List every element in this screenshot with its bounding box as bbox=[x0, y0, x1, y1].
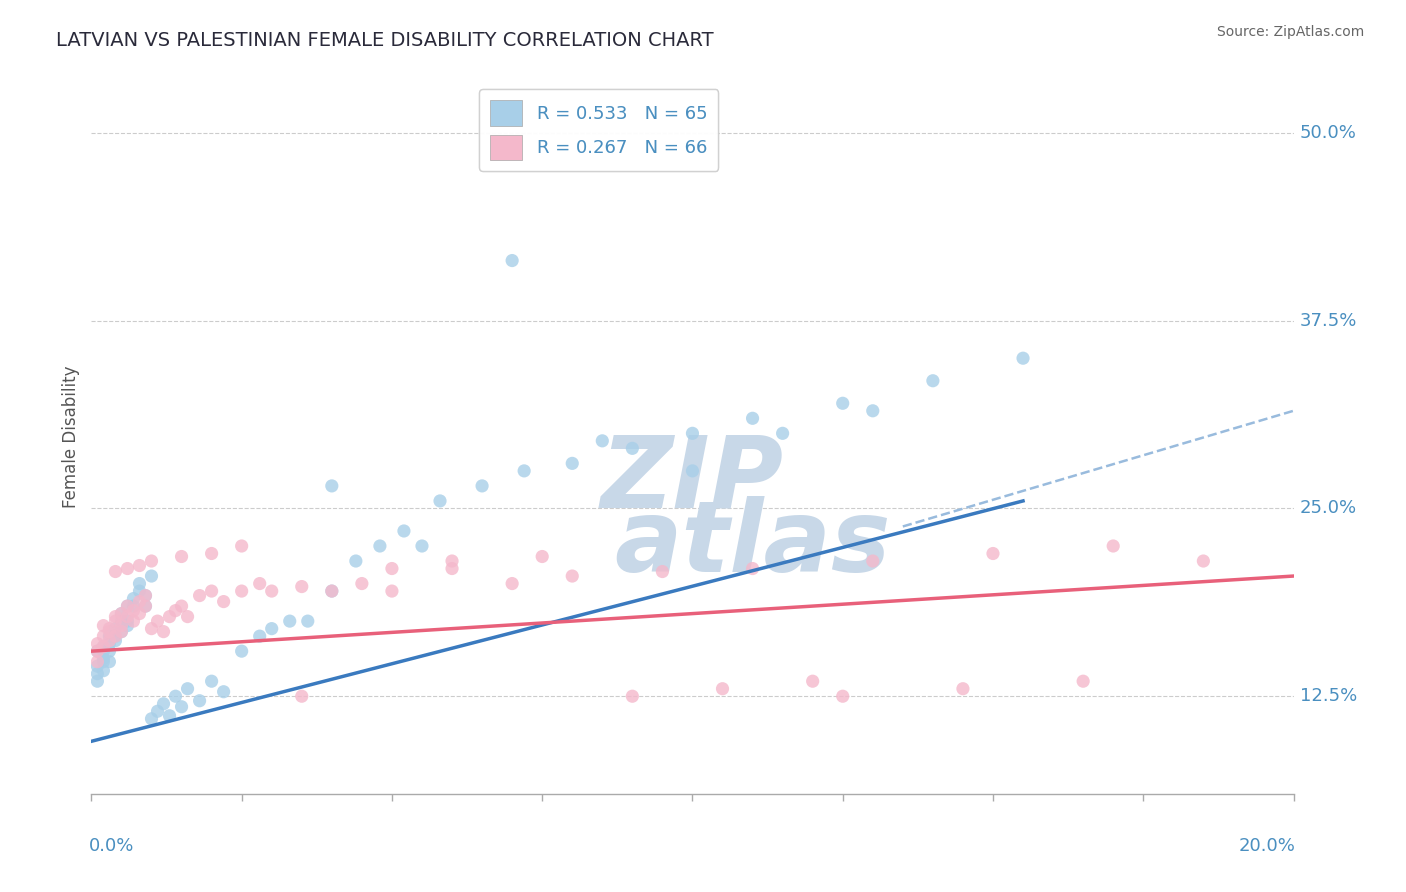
Point bbox=[350, 576, 373, 591]
Text: 0.0%: 0.0% bbox=[89, 837, 135, 855]
Point bbox=[862, 554, 884, 568]
Point bbox=[952, 681, 974, 696]
Point bbox=[249, 629, 271, 643]
Point bbox=[392, 524, 415, 538]
Point bbox=[117, 599, 139, 613]
Text: 12.5%: 12.5% bbox=[1299, 687, 1357, 706]
Point bbox=[411, 539, 433, 553]
Point bbox=[231, 539, 253, 553]
Point bbox=[98, 622, 121, 636]
Point bbox=[297, 614, 319, 628]
Text: LATVIAN VS PALESTINIAN FEMALE DISABILITY CORRELATION CHART: LATVIAN VS PALESTINIAN FEMALE DISABILITY… bbox=[56, 31, 714, 50]
Point bbox=[440, 554, 463, 568]
Point bbox=[321, 584, 343, 599]
Point bbox=[86, 659, 108, 673]
Point bbox=[141, 712, 163, 726]
Point bbox=[201, 584, 224, 599]
Point bbox=[146, 704, 169, 718]
Point bbox=[117, 561, 139, 575]
Point bbox=[176, 609, 198, 624]
Point bbox=[212, 594, 235, 608]
Point bbox=[110, 624, 132, 639]
Point bbox=[104, 622, 127, 636]
Point bbox=[86, 655, 108, 669]
Point bbox=[344, 554, 367, 568]
Point bbox=[561, 569, 583, 583]
Point bbox=[128, 607, 150, 621]
Point bbox=[98, 637, 121, 651]
Point bbox=[122, 591, 145, 606]
Point bbox=[201, 674, 224, 689]
Point bbox=[165, 690, 187, 704]
Point bbox=[862, 404, 884, 418]
Point bbox=[170, 699, 193, 714]
Point bbox=[741, 411, 763, 425]
Point bbox=[117, 609, 139, 624]
Point bbox=[104, 629, 127, 643]
Point bbox=[104, 633, 127, 648]
Point bbox=[681, 426, 703, 441]
Point bbox=[170, 549, 193, 564]
Point bbox=[104, 565, 127, 579]
Point bbox=[134, 589, 156, 603]
Point bbox=[152, 697, 174, 711]
Point bbox=[201, 547, 224, 561]
Point bbox=[93, 651, 115, 665]
Point bbox=[86, 637, 108, 651]
Point bbox=[531, 549, 554, 564]
Point bbox=[141, 569, 163, 583]
Point bbox=[831, 690, 853, 704]
Point bbox=[128, 594, 150, 608]
Point bbox=[122, 599, 145, 613]
Point bbox=[381, 584, 404, 599]
Point bbox=[561, 456, 583, 470]
Point bbox=[681, 464, 703, 478]
Point bbox=[321, 479, 343, 493]
Point bbox=[621, 442, 644, 456]
Point bbox=[104, 614, 127, 628]
Text: atlas: atlas bbox=[614, 496, 891, 592]
Point bbox=[110, 607, 132, 621]
Point bbox=[110, 614, 132, 628]
Point bbox=[1012, 351, 1035, 366]
Point bbox=[98, 624, 121, 639]
Point bbox=[188, 694, 211, 708]
Point bbox=[98, 644, 121, 658]
Point bbox=[122, 604, 145, 618]
Point bbox=[146, 614, 169, 628]
Point bbox=[291, 580, 314, 594]
Point bbox=[141, 622, 163, 636]
Point bbox=[801, 674, 824, 689]
Point bbox=[212, 684, 235, 698]
Point bbox=[429, 494, 451, 508]
Point bbox=[231, 644, 253, 658]
Point bbox=[176, 681, 198, 696]
Point bbox=[86, 644, 108, 658]
Point bbox=[110, 607, 132, 621]
Point bbox=[501, 576, 523, 591]
Point bbox=[93, 640, 115, 654]
Point bbox=[128, 584, 150, 599]
Point bbox=[117, 618, 139, 632]
Point bbox=[321, 584, 343, 599]
Text: 25.0%: 25.0% bbox=[1299, 500, 1357, 517]
Point bbox=[122, 614, 145, 628]
Point bbox=[134, 599, 156, 613]
Point bbox=[159, 708, 181, 723]
Point bbox=[981, 547, 1004, 561]
Point bbox=[741, 561, 763, 575]
Point bbox=[188, 589, 211, 603]
Point bbox=[93, 644, 115, 658]
Point bbox=[93, 664, 115, 678]
Text: 50.0%: 50.0% bbox=[1299, 124, 1357, 142]
Point bbox=[110, 624, 132, 639]
Point bbox=[117, 614, 139, 628]
Point bbox=[922, 374, 945, 388]
Y-axis label: Female Disability: Female Disability bbox=[62, 366, 80, 508]
Point bbox=[440, 561, 463, 575]
Point bbox=[98, 633, 121, 648]
Point bbox=[98, 655, 121, 669]
Legend: R = 0.533   N = 65, R = 0.267   N = 66: R = 0.533 N = 65, R = 0.267 N = 66 bbox=[479, 89, 718, 171]
Text: 37.5%: 37.5% bbox=[1299, 311, 1357, 330]
